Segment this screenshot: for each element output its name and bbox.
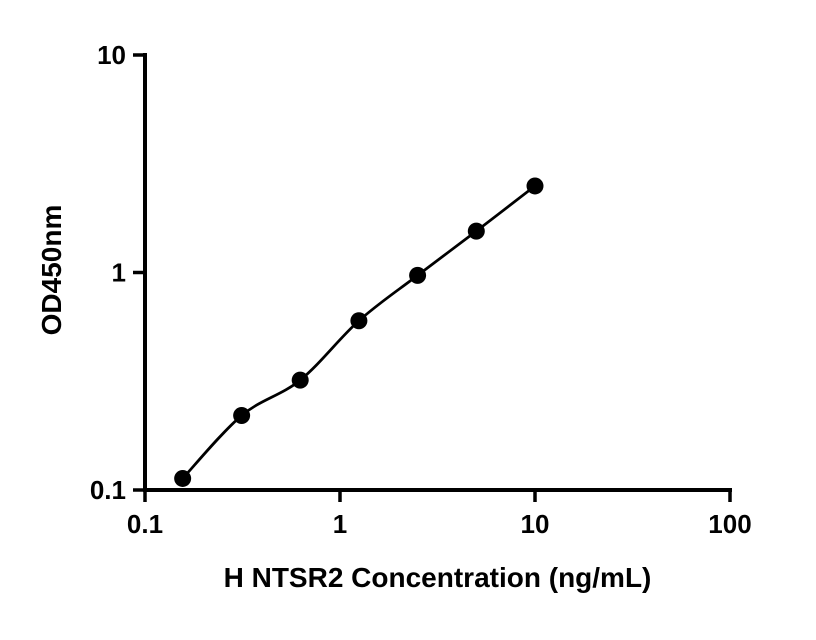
y-axis-label: OD450nm bbox=[36, 204, 67, 336]
x-tick-label: 1 bbox=[333, 509, 347, 539]
data-point bbox=[526, 177, 544, 195]
y-tick-label: 0.1 bbox=[90, 475, 126, 505]
x-axis-label: H NTSR2 Concentration (ng/mL) bbox=[223, 562, 652, 593]
y-tick-label: 1 bbox=[112, 258, 126, 288]
x-tick-label: 10 bbox=[521, 509, 550, 539]
data-point bbox=[409, 266, 427, 284]
data-point bbox=[174, 469, 192, 487]
x-tick-label: 100 bbox=[708, 509, 751, 539]
data-point bbox=[350, 312, 368, 330]
x-tick-label: 0.1 bbox=[127, 509, 163, 539]
y-tick-label: 10 bbox=[97, 40, 126, 70]
data-point bbox=[467, 222, 485, 240]
data-point bbox=[233, 407, 251, 425]
data-point bbox=[291, 371, 309, 389]
